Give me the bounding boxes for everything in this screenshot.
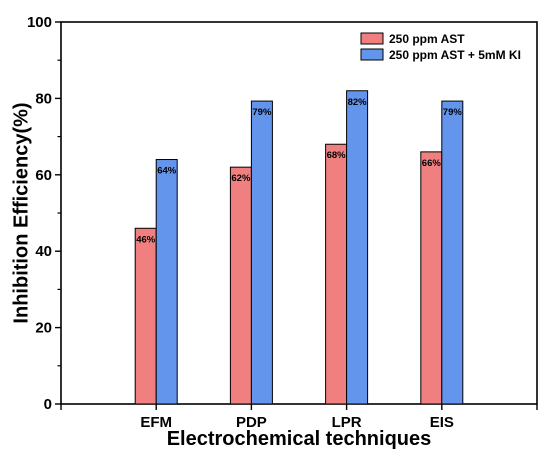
bar-ast-lpr (325, 143, 348, 405)
x-tick-label: LPR (332, 414, 362, 431)
bar-ast-efm (134, 227, 157, 405)
legend-label: 250 ppm AST + 5mM KI (389, 48, 521, 62)
x-tick-label: EIS (430, 414, 454, 431)
y-tick-label: 0 (44, 396, 52, 413)
data-label: 79% (443, 107, 463, 118)
y-axis-title: Inhibition Efficiency(%) (10, 102, 32, 323)
x-axis-title: Electrochemical techniques (167, 428, 432, 450)
data-label: 62% (231, 173, 251, 184)
y-tick-label: 40 (35, 243, 52, 260)
data-label: 46% (136, 234, 156, 245)
bar-ast-eis (420, 151, 443, 405)
data-label: 66% (422, 158, 442, 169)
bar-ast-ki-eis (441, 100, 464, 405)
data-label: 82% (348, 97, 368, 108)
legend-swatch (360, 32, 384, 45)
y-tick-label: 100 (27, 14, 52, 31)
x-tick-label: EFM (140, 414, 172, 431)
bar-ast-ki-lpr (346, 90, 369, 405)
y-tick-label: 80 (35, 90, 52, 107)
legend-swatch (360, 48, 384, 61)
data-label: 79% (252, 107, 272, 118)
bar-ast-ki-pdp (250, 100, 273, 405)
bar-ast-pdp (229, 166, 252, 405)
plot-frame (60, 21, 538, 405)
legend-label: 250 ppm AST (389, 32, 465, 46)
data-label: 68% (327, 150, 347, 161)
y-tick-label: 60 (35, 167, 52, 184)
x-tick-label: PDP (236, 414, 267, 431)
bar-ast-ki-efm (155, 159, 178, 405)
y-tick-label: 20 (35, 320, 52, 337)
data-label: 64% (157, 166, 177, 177)
